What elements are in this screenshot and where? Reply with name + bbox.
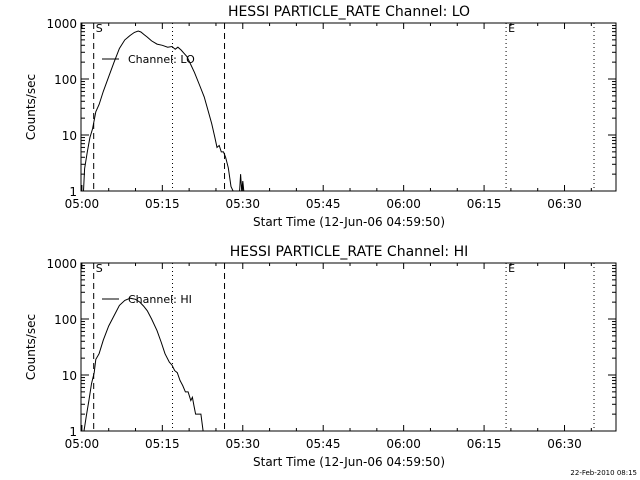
x-tick-label: 06:15: [467, 197, 502, 211]
x-tick-label: 05:15: [145, 197, 180, 211]
y-tick-label: 1: [69, 185, 77, 199]
series-line: [83, 30, 245, 192]
legend-label: Channel: LO: [128, 53, 195, 66]
x-axis-label: Start Time (12-Jun-06 04:59:50): [253, 455, 445, 469]
y-tick-label: 10: [62, 369, 77, 383]
x-tick-label: 05:00: [65, 197, 100, 211]
x-tick-label: 05:30: [225, 197, 260, 211]
x-tick-label: 06:00: [386, 197, 421, 211]
x-axis-label: Start Time (12-Jun-06 04:59:50): [253, 215, 445, 229]
x-tick-label: 06:00: [386, 437, 421, 451]
marker-label: S: [96, 22, 103, 35]
panel-hi: HESSI PARTICLE_RATE Channel: HI Counts/s…: [24, 244, 617, 469]
x-tick-label: 06:30: [547, 437, 582, 451]
chart-title: HESSI PARTICLE_RATE Channel: HI: [230, 244, 468, 260]
x-tick-label: 05:45: [306, 437, 341, 451]
legend-label: Channel: HI: [128, 293, 192, 306]
x-tick-label: 05:15: [145, 437, 180, 451]
plot-frame: [80, 22, 617, 192]
y-tick-label: 100: [54, 313, 77, 327]
marker-label: E: [508, 262, 515, 275]
x-tick-label: 05:00: [65, 437, 100, 451]
panel-lo: HESSI PARTICLE_RATE Channel: LO Counts/s…: [24, 4, 617, 229]
chart-title: HESSI PARTICLE_RATE Channel: LO: [228, 4, 470, 20]
y-tick-label: 1000: [46, 257, 77, 271]
marker-label: S: [96, 262, 103, 275]
plot-frame: [80, 262, 617, 432]
y-tick-label: 1000: [46, 17, 77, 31]
x-tick-label: 06:15: [467, 437, 502, 451]
y-tick-label: 10: [62, 129, 77, 143]
y-axis-label: Counts/sec: [24, 314, 38, 380]
y-tick-label: 100: [54, 73, 77, 87]
x-tick-label: 05:30: [225, 437, 260, 451]
x-tick-label: 05:45: [306, 197, 341, 211]
y-axis-label: Counts/sec: [24, 74, 38, 140]
timestamp: 22-Feb-2010 08:15: [570, 469, 637, 477]
y-tick-label: 1: [69, 425, 77, 439]
series-line: [83, 297, 204, 432]
x-tick-label: 06:30: [547, 197, 582, 211]
marker-label: E: [508, 22, 515, 35]
